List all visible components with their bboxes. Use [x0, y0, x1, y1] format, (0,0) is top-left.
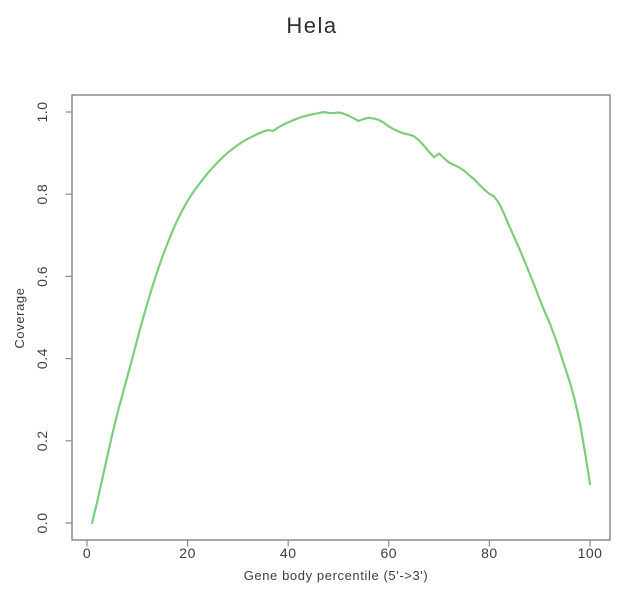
y-tick-label: 0.8: [34, 184, 50, 205]
chart-title: Hela: [286, 13, 337, 38]
y-tick-label: 0.6: [34, 266, 50, 287]
y-tick-label: 0.2: [34, 430, 50, 451]
x-tick-label: 40: [280, 545, 297, 561]
y-axis-label: Coverage: [12, 287, 27, 348]
plot-box: [71, 94, 611, 541]
y-tick-label: 1.0: [34, 102, 50, 123]
x-tick-label: 60: [381, 545, 398, 561]
x-axis: 0 20 40 60 80 100: [83, 540, 603, 561]
y-tick-label: 0.4: [34, 348, 50, 369]
x-tick-label: 80: [481, 545, 498, 561]
y-tick-label: 0.0: [34, 513, 50, 534]
coverage-curve: [90, 110, 592, 525]
y-axis: 0.0 0.2 0.4 0.6 0.8 1.0: [34, 102, 72, 534]
x-axis-label: Gene body percentile (5'->3'): [244, 568, 429, 583]
x-tick-label: 20: [179, 545, 196, 561]
x-tick-label: 100: [578, 545, 603, 561]
x-tick-label: 0: [83, 545, 91, 561]
